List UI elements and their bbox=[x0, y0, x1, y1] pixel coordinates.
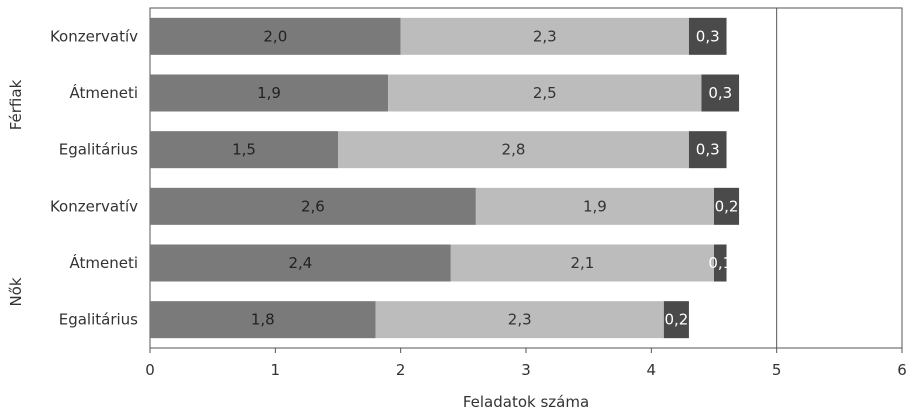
bar-segment bbox=[338, 131, 689, 169]
bar-segment bbox=[400, 17, 689, 55]
category-label: Konzervatív bbox=[50, 197, 138, 215]
x-tick-label: 4 bbox=[647, 361, 657, 379]
bar-segment bbox=[150, 301, 376, 339]
x-axis-title: Feladatok száma bbox=[463, 393, 589, 411]
data-label: 0,3 bbox=[708, 84, 732, 102]
category-label: Átmeneti bbox=[69, 253, 138, 272]
bar-segment bbox=[688, 131, 727, 169]
group-label-ferfiak: Férfiak bbox=[7, 79, 25, 130]
bar-segment bbox=[150, 131, 338, 169]
bars-layer: 2,0 2,3 0,3 1,9 2,5 0,3 1,5 2,8 0,3 2,6 1,9 0,2 2,4 2… bbox=[150, 17, 740, 339]
bar-segment bbox=[150, 17, 401, 55]
data-label: 1,9 bbox=[257, 84, 281, 102]
data-label: 0,2 bbox=[715, 197, 739, 215]
data-label: 1,5 bbox=[232, 141, 256, 159]
x-tick-label: 5 bbox=[772, 361, 782, 379]
x-tick-label: 3 bbox=[521, 361, 531, 379]
bar-segment bbox=[475, 187, 714, 225]
category-label: Átmeneti bbox=[69, 83, 138, 102]
x-ticks: 0 1 2 3 4 5 6 bbox=[145, 348, 907, 379]
category-label: Konzervatív bbox=[50, 27, 138, 45]
bar-segment bbox=[701, 74, 740, 112]
data-label: 2,4 bbox=[288, 254, 312, 272]
plot-frame bbox=[149, 7, 903, 349]
category-label: Egalitárius bbox=[59, 141, 138, 159]
data-label: 0,3 bbox=[696, 141, 720, 159]
x-tick-label: 6 bbox=[897, 361, 907, 379]
category-labels: Konzervatív Átmeneti Egalitárius Konzervatí… bbox=[50, 27, 138, 328]
data-label: 2,8 bbox=[502, 141, 526, 159]
data-label: 2,6 bbox=[301, 197, 325, 215]
bar-segment bbox=[388, 74, 702, 112]
bar-segment bbox=[150, 244, 451, 282]
category-label: Egalitárius bbox=[59, 311, 138, 329]
bar-segment bbox=[688, 17, 727, 55]
bar-segment bbox=[150, 74, 389, 112]
bar-segment bbox=[714, 187, 740, 225]
x-tick-label: 2 bbox=[396, 361, 406, 379]
data-label: 2,0 bbox=[263, 27, 287, 45]
bar-segment bbox=[450, 244, 714, 282]
data-label: 2,3 bbox=[533, 27, 557, 45]
data-label: 1,8 bbox=[251, 311, 275, 329]
data-label: 0,1 bbox=[708, 254, 732, 272]
bar-segment bbox=[375, 301, 664, 339]
x-tick-label: 1 bbox=[271, 361, 281, 379]
data-label: 0,3 bbox=[696, 27, 720, 45]
data-label: 2,5 bbox=[533, 84, 557, 102]
data-label: 2,1 bbox=[570, 254, 594, 272]
bar-segment bbox=[150, 187, 476, 225]
bar-segment bbox=[663, 301, 689, 339]
data-label: 2,3 bbox=[508, 311, 532, 329]
bar-segment bbox=[714, 244, 727, 282]
data-label: 1,9 bbox=[583, 197, 607, 215]
group-label-nok: Nők bbox=[7, 277, 25, 306]
x-tick-label: 0 bbox=[145, 361, 155, 379]
data-label: 0,2 bbox=[664, 311, 688, 329]
